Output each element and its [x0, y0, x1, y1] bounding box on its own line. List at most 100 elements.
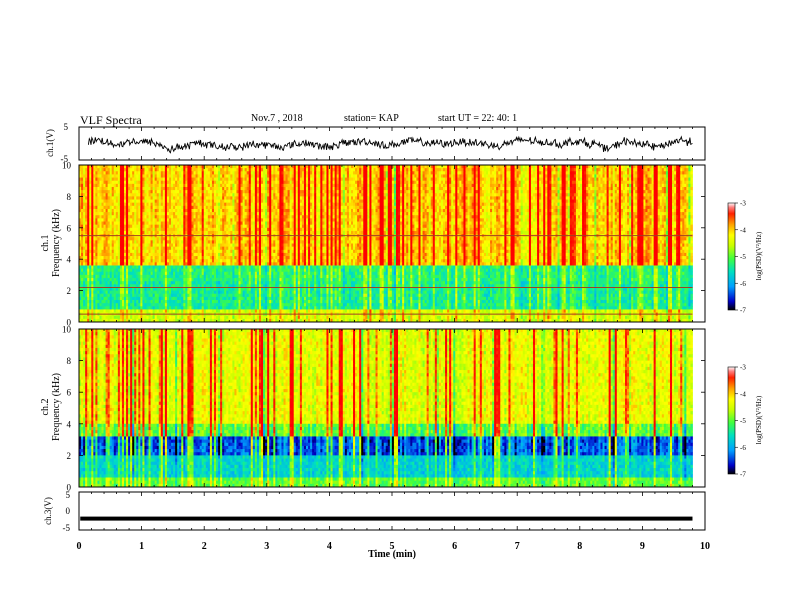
spectrogram-cell: [643, 168, 646, 172]
spectrogram-cell: [627, 168, 630, 172]
spectrogram-cell: [203, 171, 207, 175]
spectrogram-cell: [160, 183, 164, 188]
spectrogram-cell: [422, 171, 425, 175]
spectrogram-cell: [657, 171, 661, 175]
spectrogram-cell: [459, 190, 462, 194]
spectrogram-cell: [430, 171, 434, 175]
spectrogram-cell: [205, 171, 209, 175]
spectrogram-cell: [494, 186, 497, 191]
spectrogram-cell: [101, 177, 104, 182]
spectrogram-cell: [330, 186, 333, 191]
spectrogram-cell: [655, 186, 659, 191]
spectrogram-cell: [166, 165, 170, 169]
spectrogram-cell: [336, 168, 340, 172]
spectrogram-cell: [453, 174, 456, 178]
spectrogram-cell: [228, 183, 231, 188]
spectrogram-cell: [459, 183, 462, 188]
spectrogram-cell: [107, 165, 111, 169]
spectrogram-cell: [477, 168, 481, 172]
spectrogram-cell: [138, 180, 141, 185]
spectrogram-cell: [686, 183, 689, 188]
spectrogram-cell: [299, 193, 303, 197]
spectrogram-cell: [293, 180, 297, 185]
spectrogram-cell: [500, 174, 503, 178]
spectrogram-cell: [99, 183, 102, 188]
spectrogram-cell: [643, 171, 646, 175]
spectrogram-cell: [236, 180, 239, 185]
spectrogram-cell: [395, 180, 399, 185]
spectrogram-cell: [113, 174, 117, 178]
spectrogram-cell: [555, 168, 558, 172]
spectrogram-cell: [213, 180, 217, 185]
spectrogram-cell: [205, 177, 209, 182]
spectrogram-cell: [592, 171, 595, 175]
spectrogram-cell: [537, 180, 540, 185]
spectrogram-cell: [140, 186, 143, 191]
spectrogram-cell: [117, 190, 121, 194]
spectrogram-cell: [95, 168, 98, 172]
spectrogram-cell: [481, 183, 485, 188]
spectrogram-cell: [334, 183, 338, 188]
spectrogram-cell: [355, 168, 358, 172]
spectrogram-cell: [522, 183, 526, 188]
spectrogram-cell: [187, 183, 190, 188]
spectrogram-cell: [604, 171, 607, 175]
spectrogram-cell: [211, 168, 215, 172]
spectrogram-cell: [299, 165, 303, 169]
spectrogram-cell: [455, 180, 458, 185]
spectrogram-cell: [622, 190, 626, 194]
spectrogram-cell: [669, 171, 673, 175]
spectrogram-cell: [344, 168, 348, 172]
spectrogram-cell: [643, 183, 646, 188]
spectrogram-cell: [326, 177, 329, 182]
spectrogram-cell: [637, 168, 640, 172]
spectrogram-cell: [635, 190, 638, 194]
spectrogram-cell: [193, 174, 196, 178]
spectrogram-cell: [279, 165, 282, 169]
spectrogram-cell: [156, 165, 160, 169]
spectrogram-cell: [516, 186, 520, 191]
spectrogram-cell: [330, 168, 333, 172]
spectrogram-cell: [232, 183, 235, 188]
spectrogram-cell: [357, 180, 360, 185]
spectrogram-cell: [530, 174, 534, 178]
spectrogram-cell: [582, 186, 585, 191]
spectrogram-cell: [629, 171, 632, 175]
spectrogram-cell: [228, 190, 231, 194]
spectrogram-cell: [271, 171, 274, 175]
spectrogram-cell: [338, 193, 342, 197]
spectrogram-cell: [669, 165, 673, 169]
spectrogram-cell: [563, 177, 567, 182]
spectrogram-cell: [156, 171, 160, 175]
spectrogram-cell: [316, 174, 319, 178]
spectrogram-cell: [117, 180, 121, 185]
spectrogram-cell: [614, 165, 618, 169]
spectrogram-cell: [236, 183, 239, 188]
spectrogram-cell: [230, 174, 233, 178]
spectrogram-cell: [193, 190, 196, 194]
spectrogram-cell: [678, 190, 681, 194]
spectrogram-cell: [240, 174, 243, 178]
spectrogram-cell: [220, 168, 223, 172]
spectrogram-cell: [344, 180, 348, 185]
spectrogram-cell: [166, 190, 170, 194]
spectrogram-cell: [604, 177, 607, 182]
spectrogram-cell: [305, 177, 309, 182]
spectrogram-cell: [134, 171, 137, 175]
spectrogram-cell: [614, 177, 618, 182]
spectrogram-cell: [620, 171, 624, 175]
spectrogram-cell: [520, 168, 524, 172]
spectrogram-cell: [91, 180, 94, 185]
spectrogram-cell: [641, 174, 644, 178]
spectrogram-cell: [573, 174, 577, 178]
spectrogram-cell: [355, 180, 358, 185]
spectrogram-cell: [81, 186, 84, 191]
spectrogram-cell: [140, 180, 143, 185]
spectrogram-cell: [559, 168, 563, 172]
spectrogram-cell: [320, 190, 323, 194]
spectrogram-cell: [95, 171, 98, 175]
spectrogram-cell: [492, 190, 495, 194]
spectrogram-cell: [301, 183, 305, 188]
spectrogram-cell: [134, 168, 137, 172]
spectrogram-cell: [674, 186, 677, 191]
